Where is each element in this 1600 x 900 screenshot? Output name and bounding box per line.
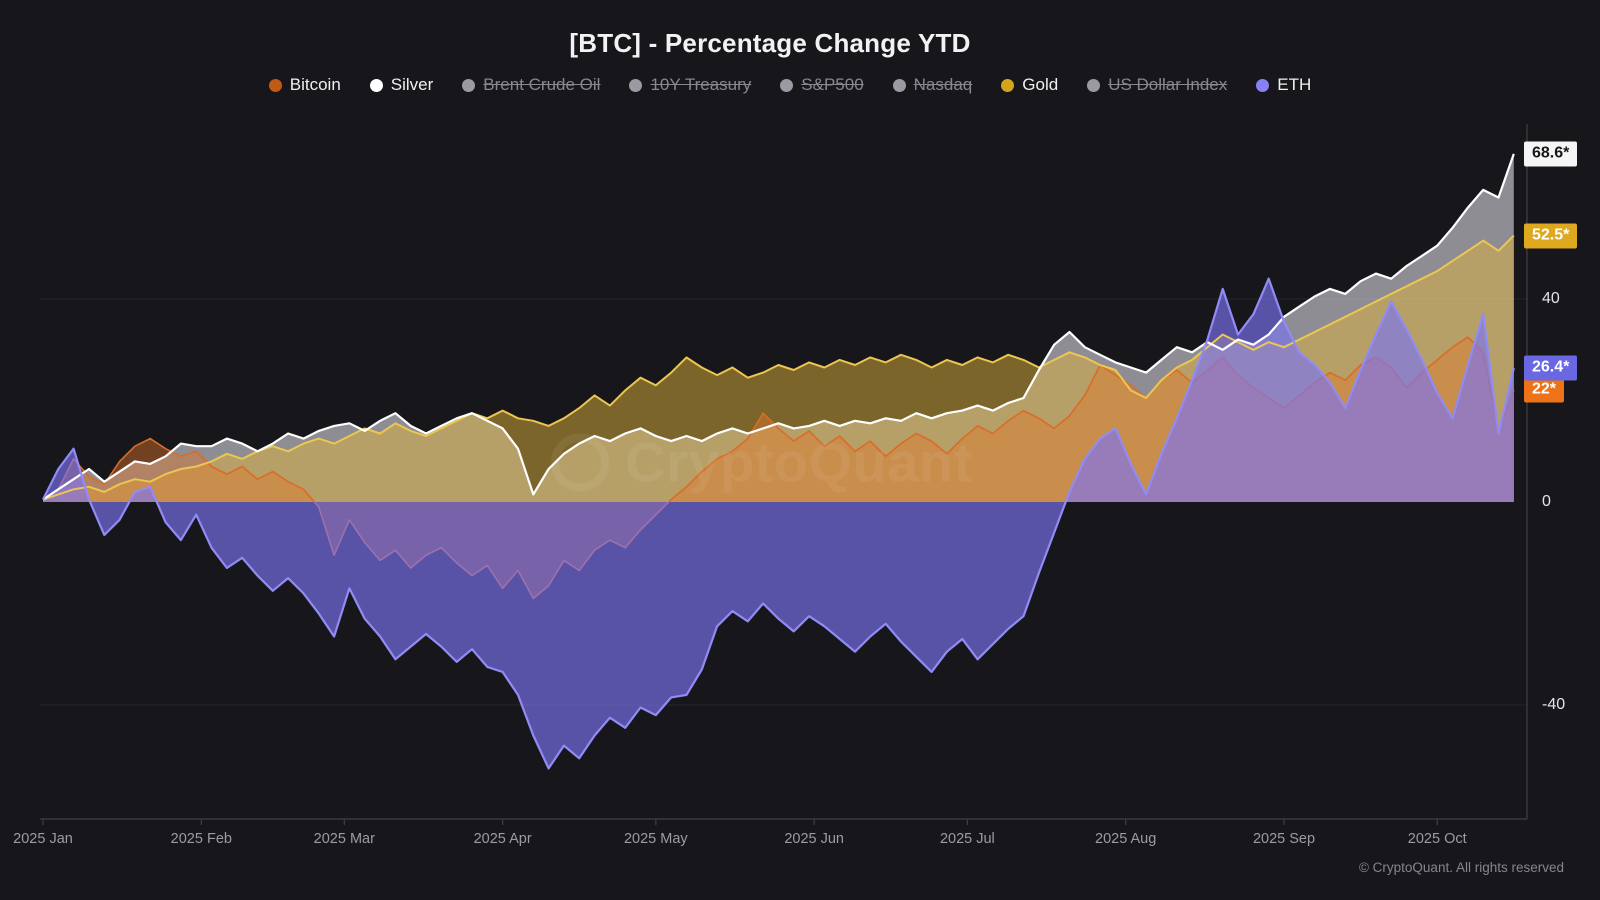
- eth-last-value-badge: 26.4*: [1524, 355, 1578, 381]
- x-axis-tick-label: 2025 Aug: [1095, 831, 1157, 847]
- legend: Bitcoin Silver Brent Crude Oil 10Y Treasury…: [0, 75, 1580, 95]
- x-axis-tick-label: 2025 Feb: [170, 831, 232, 847]
- legend-item-label: S&P500: [801, 75, 864, 94]
- legend-item-label: Gold: [1022, 75, 1059, 94]
- x-axis-tick-label: 2025 Apr: [473, 831, 532, 847]
- series-layer: [42, 153, 1515, 770]
- gold-area: [43, 235, 1514, 502]
- x-axis-tick-label: 2025 Sep: [1252, 831, 1316, 847]
- silver-line: [42, 153, 1515, 501]
- gold-line: [42, 234, 1515, 501]
- legend-item-label: Bitcoin: [289, 75, 341, 94]
- page-title: [BTC] - Percentage Change YTD: [569, 28, 971, 58]
- legend-dot-icon: [1001, 78, 1015, 92]
- eth-line: [42, 277, 1515, 770]
- legend-dot-icon: [1087, 78, 1101, 92]
- legend-dot-icon: [892, 78, 906, 92]
- legend-dot-icon: [629, 78, 643, 92]
- legend-item-silver[interactable]: Silver: [369, 75, 434, 95]
- legend-item-gold[interactable]: Gold: [1001, 75, 1058, 95]
- legend-item-label: Silver: [390, 75, 434, 94]
- legend-item-label: Nasdaq: [913, 75, 973, 94]
- legend-item-label: ETH: [1277, 75, 1312, 94]
- legend-dot-icon: [462, 78, 476, 92]
- legend-item-eth[interactable]: ETH: [1256, 75, 1311, 95]
- silver-last-value-badge: 68.6*: [1524, 141, 1578, 167]
- x-axis-tick-label: 2025 Jan: [13, 831, 73, 847]
- legend-item-label: 10Y Treasury: [650, 75, 752, 94]
- x-axis-tick-label: 2025 Oct: [1407, 831, 1467, 847]
- legend-dot-icon: [369, 78, 383, 92]
- eth-area: [43, 278, 1514, 769]
- legend-item-label: Brent Crude Oil: [483, 75, 601, 94]
- bitcoin-last-value-badge: 22*: [1524, 377, 1565, 403]
- copyright-footer: © CryptoQuant. All rights reserved: [1358, 860, 1564, 875]
- gold-last-value-badge: 52.5*: [1524, 223, 1578, 249]
- legend-item-s-p500[interactable]: S&P500: [780, 75, 864, 95]
- legend-item-label: US Dollar Index: [1108, 75, 1228, 94]
- x-axis-tick-label: 2025 Mar: [313, 831, 375, 847]
- y-axis-tick-label: -40: [1542, 696, 1566, 713]
- x-axis-tick-label: 2025 Jul: [939, 831, 995, 847]
- legend-item-bitcoin[interactable]: Bitcoin: [268, 75, 341, 95]
- legend-dot-icon: [780, 78, 794, 92]
- x-axis-tick-label: 2025 May: [623, 831, 688, 847]
- legend-item-10y-treasury[interactable]: 10Y Treasury: [629, 75, 751, 95]
- legend-item-brent-crude-oil[interactable]: Brent Crude Oil: [462, 75, 600, 95]
- legend-dot-icon: [1256, 78, 1270, 92]
- y-axis-tick-label: 40: [1542, 290, 1560, 307]
- y-axis-tick-label: 0: [1542, 493, 1551, 510]
- legend-dot-icon: [268, 78, 282, 92]
- x-axis-tick-label: 2025 Jun: [784, 831, 844, 847]
- legend-item-nasdaq[interactable]: Nasdaq: [892, 75, 973, 95]
- legend-item-us-dollar-index[interactable]: US Dollar Index: [1087, 75, 1227, 95]
